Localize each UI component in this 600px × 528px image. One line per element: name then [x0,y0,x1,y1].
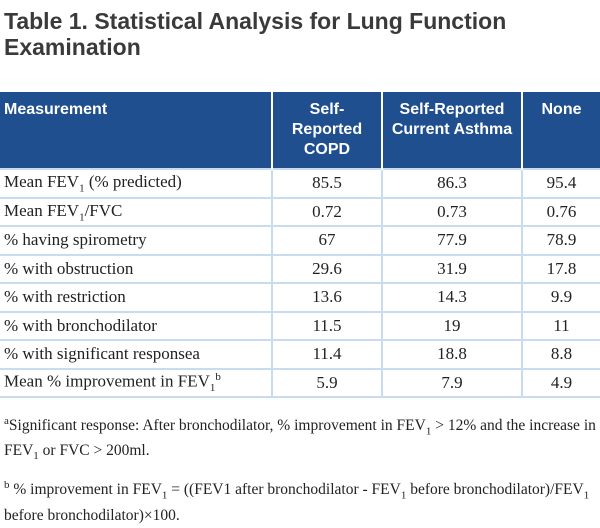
row-label: Mean FEV1/FVC [0,197,272,227]
cell: 13.6 [271,283,382,313]
cell: 9.9 [521,283,600,313]
cell: 7.9 [381,368,522,398]
text: % improvement in FEV [9,481,162,499]
page: Table 1. Statistical Analysis for Lung F… [0,8,600,528]
text: Significant response: After bronchodilat… [8,417,426,435]
subscript: 1 [400,489,407,502]
text: before bronchodilator)/FEV [406,481,584,499]
column-header: Self-Reported Current Asthma [381,92,522,169]
subscript: 1 [161,489,168,502]
cell: 77.9 [381,226,522,256]
table-row: Mean % improvement in FEV1b 5.9 7.9 4.9 [0,368,600,398]
cell: 11 [521,311,600,341]
text: Mean FEV [4,172,80,192]
cell: 0.73 [381,197,522,227]
cell: 14.3 [381,283,522,313]
cell: 0.72 [271,197,382,227]
cell: 78.9 [521,226,600,256]
subscript: 1 [79,182,85,195]
subscript: 1 [33,450,39,463]
text: > 12% and the increase in FEV [4,417,596,460]
text: Mean % improvement in FEV [4,371,210,391]
cell: 8.8 [521,340,600,370]
cell: 18.8 [381,340,522,370]
text: or FVC > 200ml. [38,442,150,460]
table-row: % with restriction 13.6 14.3 9.9 [0,283,600,313]
cell: 5.9 [271,368,382,398]
footnote: aSignificant response: After bronchodila… [4,412,596,466]
text: = ((FEV1 after bronchodilator - FEV [167,481,401,499]
cell: 4.9 [521,368,600,398]
cell: 11.4 [271,340,382,370]
header-row: Measurement Self-Reported COPD Self-Report… [0,92,600,169]
text: % with significant responsea [4,344,200,364]
footnote: b % improvement in FEV1 = ((FEV1 after b… [4,476,596,524]
column-header: None [521,92,600,169]
text: before bronchodilator)×100. [4,506,180,524]
cell: 11.5 [271,311,382,341]
cell: 86.3 [381,168,522,199]
footnotes: aSignificant response: After bronchodila… [0,412,600,525]
superscript: b [4,479,10,492]
row-label: % with obstruction [0,254,272,284]
cell: 0.76 [521,197,600,227]
cell: 95.4 [521,168,600,199]
table-row: Mean FEV1 (% predicted) 85.5 86.3 95.4 [0,168,600,199]
text: Mean FEV [4,200,80,220]
text: % with restriction [4,287,126,307]
cell: 67 [271,226,382,256]
row-label: Mean % improvement in FEV1b [0,368,272,398]
row-label: % with significant responsea [0,340,272,370]
table-title: Table 1. Statistical Analysis for Lung F… [4,8,507,60]
row-label: % with bronchodilator [0,311,272,341]
cell: 29.6 [271,254,382,284]
row-label: Mean FEV1 (% predicted) [0,168,272,199]
column-header: Measurement [0,92,272,169]
table-row: Mean FEV1/FVC 0.72 0.73 0.76 [0,197,600,227]
table-row: % with significant responsea 11.4 18.8 8.8 [0,340,600,370]
row-label: % having spirometry [0,226,272,256]
cell: 17.8 [521,254,600,284]
row-label: % with restriction [0,283,272,313]
superscript: a [4,415,9,427]
text: % having spirometry [4,230,147,250]
table: Measurement Self-Reported COPD Self-Report… [0,92,600,398]
text: % with obstruction [4,258,134,278]
cell: 19 [381,311,522,341]
text: (% predicted) [84,172,182,192]
column-header: Self-Reported COPD [271,92,382,169]
table-row: % with obstruction 29.6 31.9 17.8 [0,254,600,284]
superscript: b [215,371,221,384]
subscript: 1 [425,425,432,438]
table-row: % with bronchodilator 11.5 19 11 [0,311,600,341]
subscript: 1 [209,382,216,395]
cell: 31.9 [381,254,522,284]
subscript: 1 [583,489,590,502]
text: /FVC [84,200,123,220]
text: % with bronchodilator [4,315,157,335]
cell: 85.5 [271,168,382,199]
table-body: Mean FEV1 (% predicted) 85.5 86.3 95.4 Mean … [0,168,600,398]
table-row: % having spirometry 67 77.9 78.9 [0,226,600,256]
subscript: 1 [79,210,85,223]
